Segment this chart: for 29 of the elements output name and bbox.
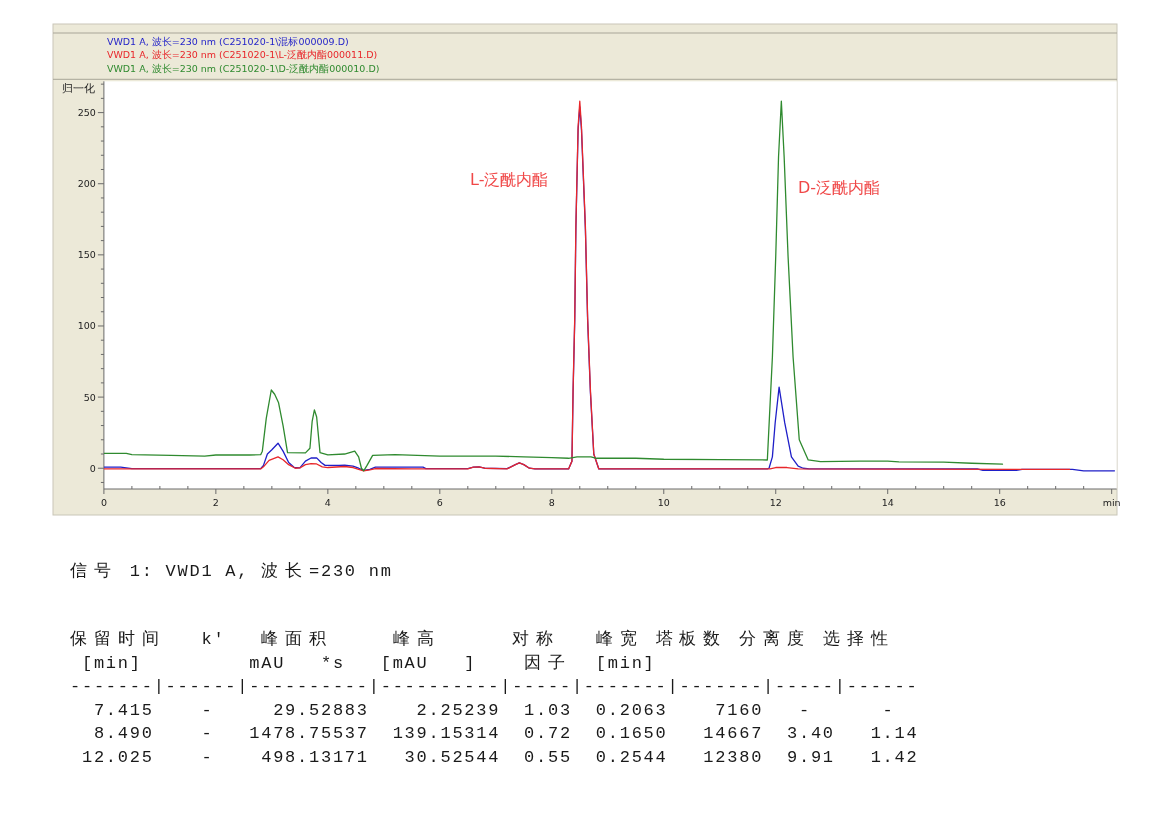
- y-tick-label: 200: [77, 178, 96, 190]
- text: 7.415 - 29.52883 2.25239 1.03 0.2063 7160 - -: [70, 700, 893, 720]
- annotation: L-泛酰内酯: [470, 170, 549, 190]
- y-tick-label: 0: [89, 462, 96, 474]
- text: VWD1 A, 波长=230 nm (C251020-1\L-泛酰内酯000011.D): [106, 49, 378, 60]
- text: [min] mAU *s [mAU ] 因子 [min]: [70, 653, 654, 673]
- x-tick-label: 2: [212, 497, 219, 508]
- x-tick-label: 6: [436, 497, 443, 508]
- y-axis-title: 归一化: [61, 82, 95, 95]
- y-tick-label: 250: [77, 107, 96, 119]
- text: VWD1 A, 波长=230 nm (C251020-1\混标000009.D): [106, 35, 349, 47]
- text: 12.025 - 498.13171 30.52544 0.55 0.2544 12380 9.91 1.42: [70, 748, 917, 767]
- y-tick-label: 50: [83, 391, 96, 403]
- x-tick-label: 16: [993, 497, 1006, 508]
- text: VWD1 A, 波长=230 nm (C251020-1\D-泛酰内酯000010.D): [106, 62, 380, 74]
- text: 8.490 - 1478.75537 139.15314 0.72 0.1650 14667 3.40 1.14: [70, 724, 917, 744]
- x-tick-label: 10: [657, 497, 670, 508]
- x-tick-label: min: [1102, 497, 1121, 508]
- x-tick-label: 8: [548, 497, 555, 508]
- y-tick-label: 100: [77, 320, 96, 332]
- text: 信号 1: VWD1 A, 波长=230 nm: [70, 562, 391, 581]
- text: 保留时间 k' 峰面积 峰高 对称 峰宽 塔板数 分离度 选择性: [70, 629, 888, 649]
- x-tick-label: 14: [881, 497, 894, 508]
- text: -------|------|----------|----------|-----|-------|-------|-----|------: [70, 677, 917, 697]
- x-tick-label: 0: [100, 497, 107, 508]
- x-tick-label: 12: [769, 497, 782, 508]
- annotation: D-泛酰内酯: [797, 178, 881, 198]
- y-tick-label: 150: [77, 249, 96, 261]
- x-tick-label: 4: [324, 497, 331, 508]
